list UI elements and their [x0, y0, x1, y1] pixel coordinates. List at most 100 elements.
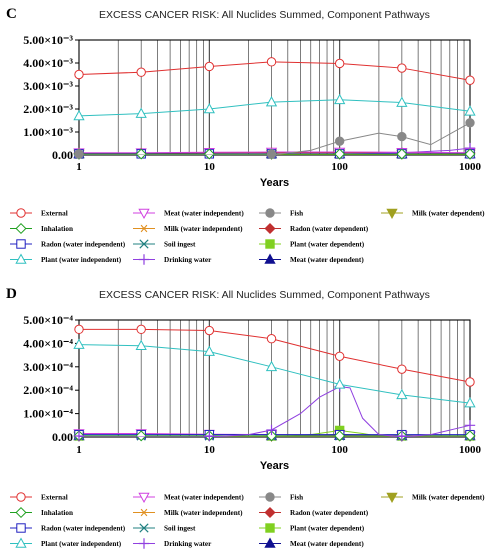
legend-item-meat-water-independent: Meat (water independent)	[133, 208, 244, 220]
legend-item-plant-water-independent: Plant (water independent)	[10, 253, 122, 264]
data-point-drinking-water	[464, 420, 476, 431]
legend-label: Milk (water independent)	[164, 225, 243, 233]
legend-marker-radon-water-dependent	[264, 222, 276, 235]
legend-marker-milk-water-dependent	[386, 492, 398, 504]
y-tick-label: 0.00	[52, 148, 73, 162]
x-tick-label: 1000	[459, 444, 482, 456]
legend-item-drinking-water: Drinking water	[133, 538, 212, 549]
legend-label: External	[41, 210, 68, 218]
legend-label: External	[41, 494, 68, 502]
legend-label: Meat (water independent)	[164, 210, 244, 218]
data-point-plant-water-independent	[396, 388, 408, 400]
data-point-fish	[74, 149, 84, 159]
y-tick-label: 4.00×10⁻⁴	[23, 336, 73, 350]
chart-title: EXCESS CANCER RISK: All Nuclides Summed,…	[99, 9, 430, 21]
series-fish	[74, 118, 475, 159]
legend-item-inhalation: Inhalation	[10, 506, 73, 519]
legend-item-external: External	[10, 208, 68, 218]
legend-marker-meat-water-independent	[138, 208, 150, 220]
legend-item-milk-water-dependent: Milk (water dependent)	[381, 492, 485, 504]
x-axis-label: Years	[260, 177, 289, 189]
legend-item-fish: Fish	[259, 208, 303, 218]
legend-item-plant-water-dependent: Plant (water dependent)	[259, 239, 365, 249]
data-point-external	[136, 67, 146, 77]
data-point-plant-water-independent	[135, 339, 147, 351]
data-point-fish	[266, 149, 277, 159]
series-external	[74, 57, 475, 85]
data-point-plant-water-independent	[203, 345, 215, 356]
data-point-external	[204, 61, 215, 72]
data-point-external	[204, 325, 215, 336]
data-point-plant-water-independent	[73, 338, 85, 349]
legend-marker-meat-water-dependent	[264, 537, 276, 548]
legend: External Meat (water independent) Fish Milk…	[10, 208, 485, 265]
legend-label: Milk (water independent)	[164, 509, 243, 517]
y-tick-label: 3.00×10⁻⁴	[23, 360, 73, 374]
legend-marker-external	[16, 492, 26, 502]
y-tick-label: 1.00×10⁻³	[23, 125, 73, 139]
data-point-plant-water-independent	[203, 102, 215, 114]
legend-marker-drinking-water	[138, 254, 150, 265]
data-point-fish	[397, 131, 407, 142]
legend-label: Radon (water independent)	[41, 525, 126, 533]
legend-label: Drinking water	[164, 256, 212, 264]
y-tick-label: 2.00×10⁻³	[23, 102, 73, 116]
legend-marker-milk-water-dependent	[386, 208, 398, 220]
legend-item-radon-water-dependent: Radon (water dependent)	[259, 506, 369, 519]
data-point-external	[74, 69, 84, 80]
legend-marker-milk-water-independent	[139, 224, 149, 233]
legend-label: Fish	[290, 494, 303, 502]
data-point-inhalation	[203, 148, 215, 160]
data-point-plant-water-independent	[464, 397, 476, 408]
x-tick-label: 1	[76, 161, 82, 173]
legend-label: Plant (water dependent)	[290, 525, 365, 533]
legend-item-milk-water-independent: Milk (water independent)	[133, 224, 243, 233]
data-point-plant-water-independent	[334, 378, 346, 389]
data-point-inhalation	[334, 430, 346, 442]
plot-frame	[78, 39, 471, 156]
data-point-drinking-water	[396, 430, 408, 442]
legend-item-soil-ingest: Soil ingest	[133, 523, 196, 533]
data-point-external	[266, 334, 277, 344]
data-point-inhalation	[464, 430, 476, 442]
legend-label: Soil ingest	[164, 525, 196, 533]
data-point-external	[74, 324, 84, 335]
legend-marker-radon-water-independent	[16, 523, 26, 533]
legend-label: Plant (water independent)	[41, 540, 122, 548]
legend-marker-soil-ingest	[139, 523, 149, 533]
legend-marker-milk-water-independent	[139, 508, 149, 517]
legend-item-milk-water-independent: Milk (water independent)	[133, 508, 243, 517]
legend-item-plant-water-independent: Plant (water independent)	[10, 537, 122, 548]
x-axis-label: Years	[260, 460, 289, 472]
chart-panel-c: C EXCESS CANCER RISK: All Nuclides Summed…	[6, 6, 485, 265]
data-point-external	[397, 364, 407, 374]
legend-label: Fish	[290, 210, 303, 218]
legend-marker-plant-water-dependent	[265, 523, 275, 533]
y-tick-label: 0.00	[52, 430, 73, 444]
y-tick-label: 1.00×10⁻⁴	[23, 407, 73, 421]
panel-letter: C	[6, 6, 17, 22]
series-external	[74, 324, 475, 387]
data-point-external	[465, 377, 475, 387]
legend-marker-radon-water-independent	[16, 239, 26, 249]
legend-marker-soil-ingest	[139, 239, 149, 249]
legend-marker-external	[16, 208, 26, 218]
legend-item-plant-water-dependent: Plant (water dependent)	[259, 523, 365, 533]
legend-label: Meat (water dependent)	[290, 256, 364, 264]
data-point-drinking-water	[266, 424, 277, 436]
legend-marker-radon-water-dependent	[264, 506, 276, 519]
x-tick-label: 1000	[459, 161, 482, 173]
data-point-inhalation	[135, 148, 147, 160]
legend-label: Meat (water dependent)	[290, 540, 364, 548]
grid-lines	[78, 40, 471, 155]
legend-item-radon-water-independent: Radon (water independent)	[10, 239, 126, 249]
legend-item-external: External	[10, 492, 68, 502]
data-point-plant-water-independent	[265, 96, 278, 107]
data-point-external	[136, 324, 146, 335]
y-tick-label: 4.00×10⁻³	[23, 56, 73, 70]
data-point-external	[397, 63, 407, 73]
chart-panel-d: D EXCESS CANCER RISK: All Nuclides Summed…	[6, 286, 485, 549]
y-tick-label: 3.00×10⁻³	[23, 79, 73, 93]
legend: External Meat (water independent) Fish Milk…	[10, 492, 485, 549]
